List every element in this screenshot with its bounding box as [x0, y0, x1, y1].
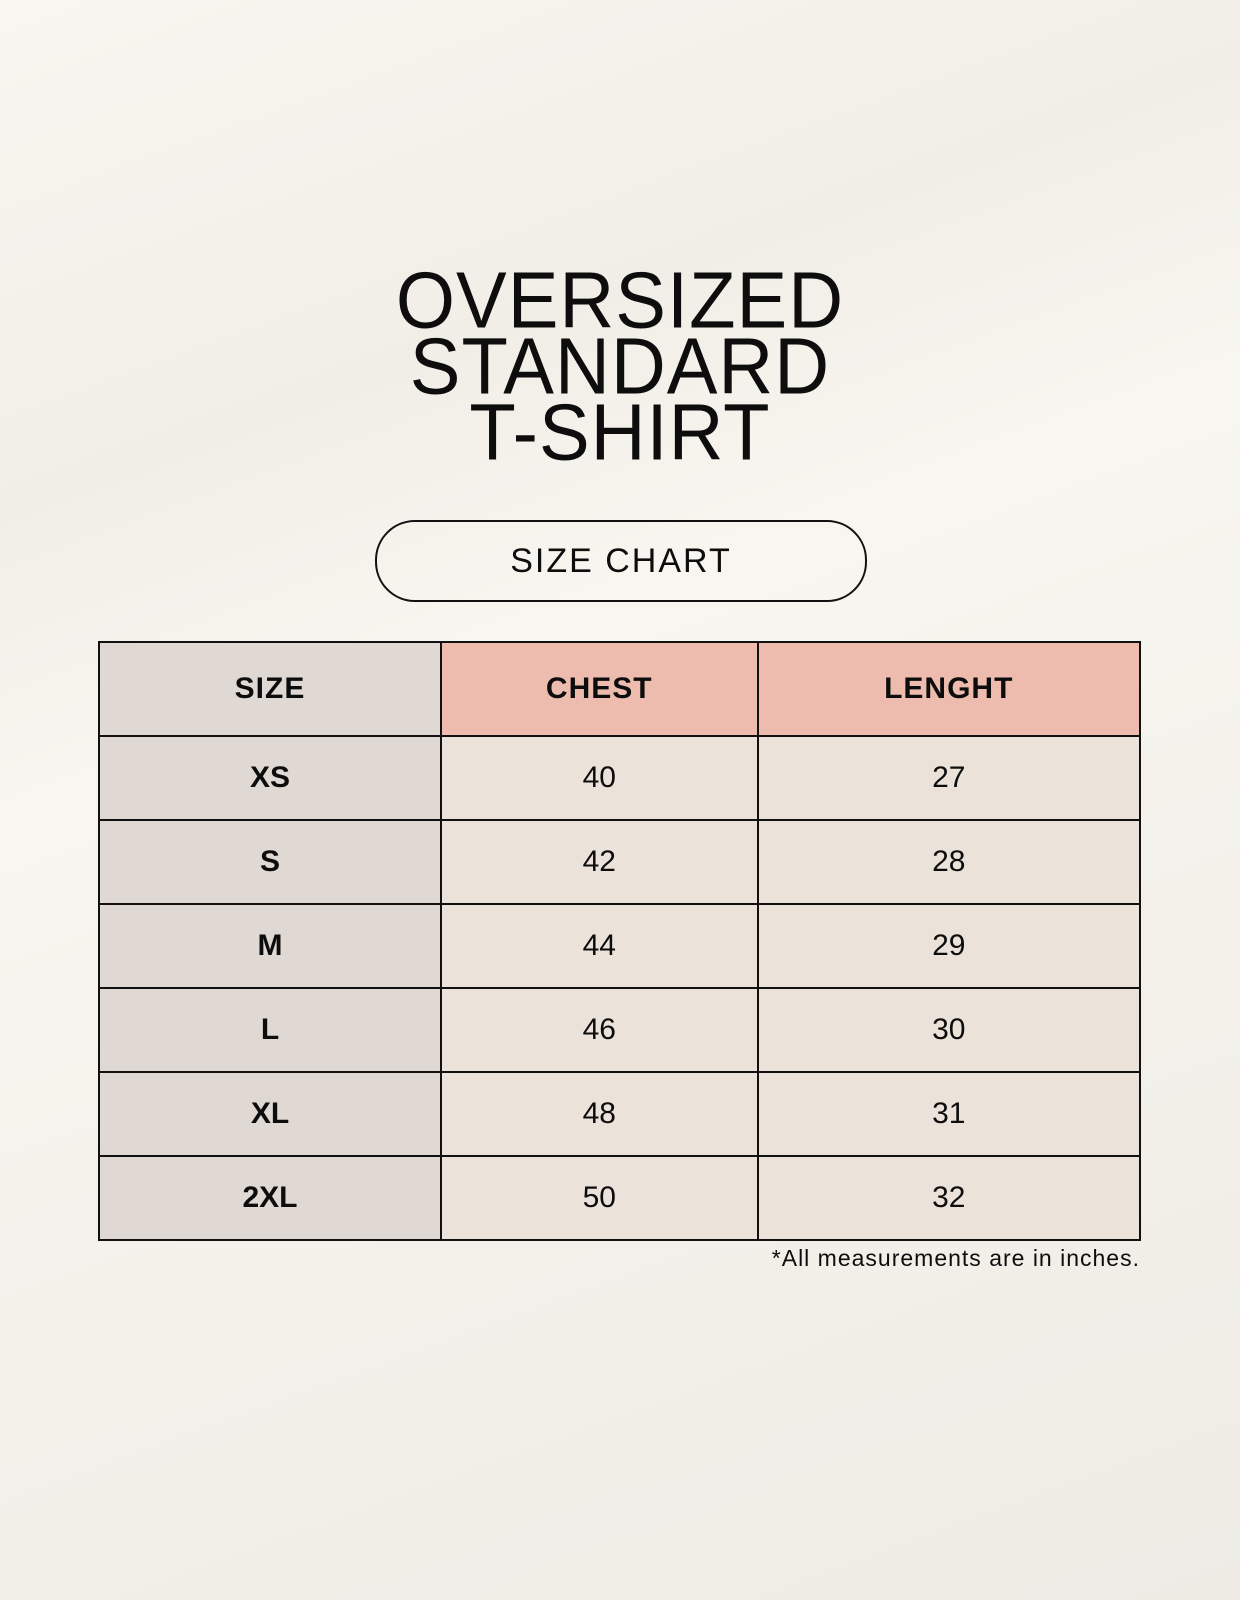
page-title: OVERSIZED STANDARD T-SHIRT [0, 255, 1240, 478]
cell-size: XS [98, 735, 442, 821]
table-header-row: SIZE CHEST LENGHT [98, 641, 1142, 737]
table-row: XL 48 31 [98, 1071, 1142, 1157]
cell-length: 31 [756, 1071, 1142, 1157]
cell-chest: 42 [440, 819, 759, 905]
cell-chest: 40 [440, 735, 759, 821]
table-row: L 46 30 [98, 987, 1142, 1073]
cell-chest: 46 [440, 987, 759, 1073]
title-line: OVERSIZED [395, 255, 845, 346]
cell-length: 32 [756, 1155, 1142, 1241]
cell-length: 29 [756, 903, 1142, 989]
cell-length: 27 [756, 735, 1142, 821]
table-row: M 44 29 [98, 903, 1142, 989]
table-row: S 42 28 [98, 819, 1142, 905]
table-row: 2XL 50 32 [98, 1155, 1142, 1241]
cell-chest: 44 [440, 903, 759, 989]
title-line: STANDARD [409, 321, 831, 412]
size-chart-badge: SIZE CHART [375, 520, 867, 602]
cell-size: 2XL [98, 1155, 442, 1241]
title-line: T-SHIRT [469, 387, 771, 478]
cell-chest: 48 [440, 1071, 759, 1157]
cell-size: L [98, 987, 442, 1073]
header-length: LENGHT [756, 641, 1142, 737]
header-size: SIZE [98, 641, 442, 737]
cell-size: M [98, 903, 442, 989]
header-chest: CHEST [440, 641, 759, 737]
cell-size: S [98, 819, 442, 905]
cell-length: 28 [756, 819, 1142, 905]
cell-chest: 50 [440, 1155, 759, 1241]
size-table: SIZE CHEST LENGHT XS 40 27 S 42 28 M 44 29 L 46 30 X… [98, 641, 1142, 1241]
cell-length: 30 [756, 987, 1142, 1073]
cell-size: XL [98, 1071, 442, 1157]
footnote: *All measurements are in inches. [771, 1245, 1140, 1271]
table-row: XS 40 27 [98, 735, 1142, 821]
